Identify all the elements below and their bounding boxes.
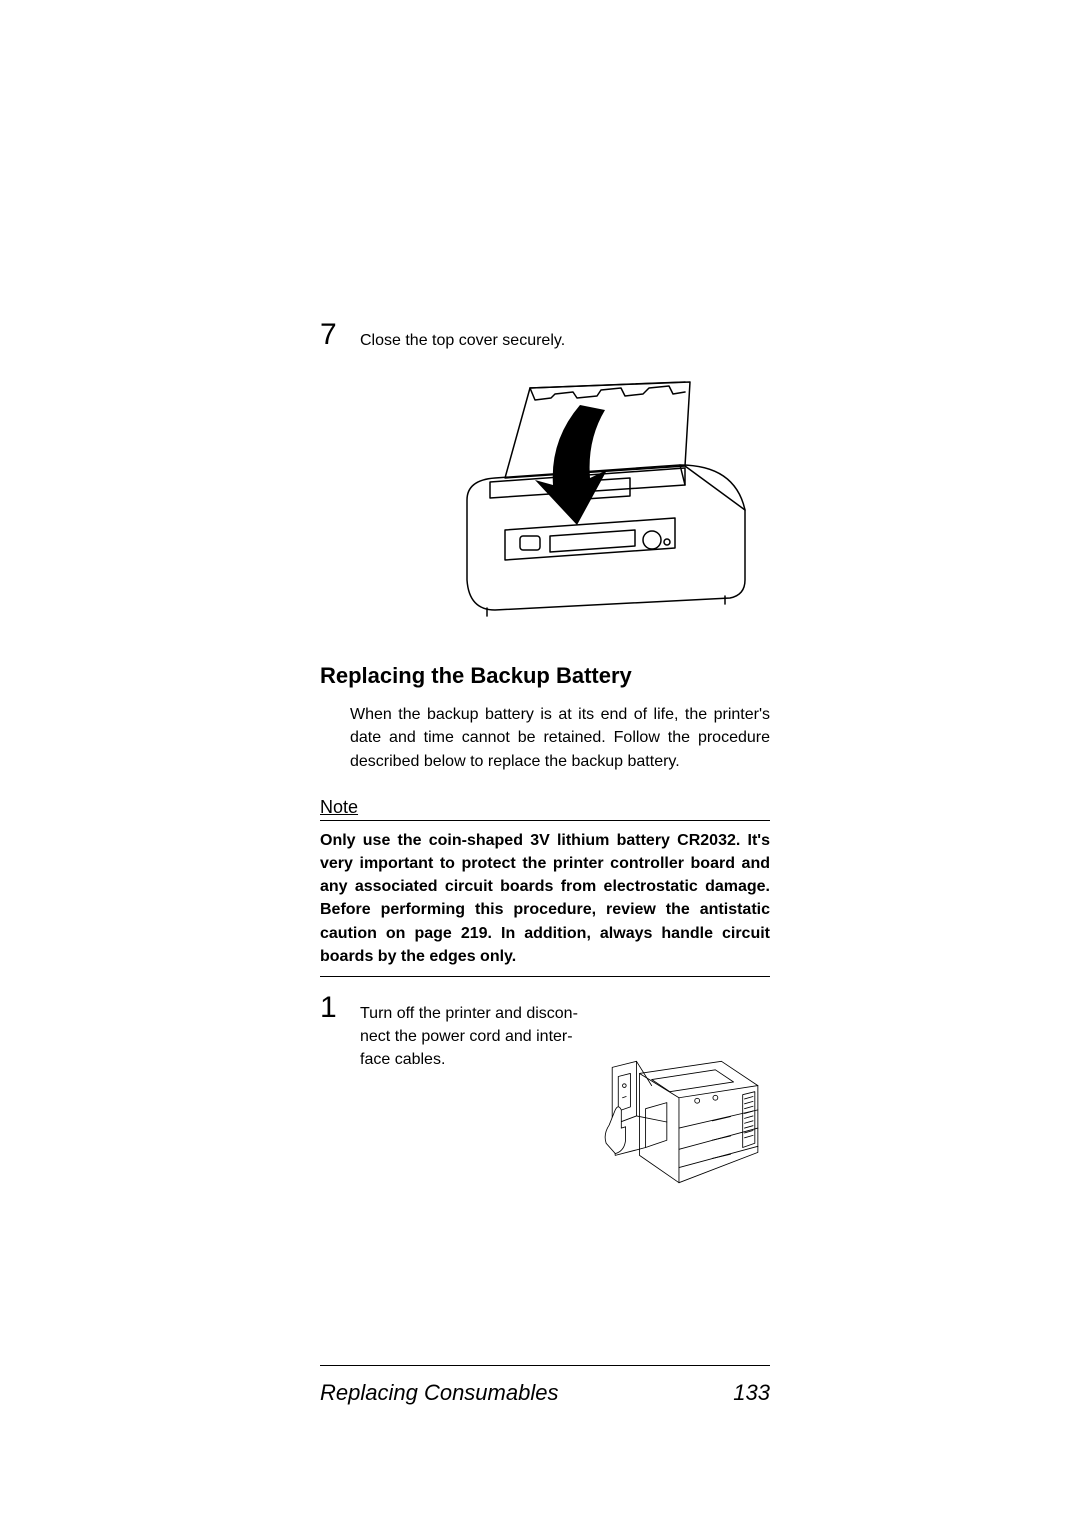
footer-page-number: 133 [733, 1380, 770, 1406]
step-1-number: 1 [320, 993, 346, 1023]
manual-page: 7 Close the top cover securely. [0, 0, 1080, 1528]
footer-section-title: Replacing Consumables [320, 1380, 558, 1406]
page-footer: Replacing Consumables 133 [320, 1365, 770, 1406]
step-7-number: 7 [320, 320, 346, 350]
figure-power-off-disconnect [594, 993, 770, 1248]
note-body: Only use the coin-shaped 3V lithium batt… [320, 829, 770, 968]
step-7-text: Close the top cover securely. [360, 320, 770, 352]
figure-close-top-cover [435, 370, 770, 625]
note-divider-top [320, 820, 770, 821]
step-1: 1 Turn off the printer and discon­nect t… [320, 993, 770, 1248]
step-7: 7 Close the top cover securely. [320, 320, 770, 352]
section-title-replacing-backup-battery: Replacing the Backup Battery [320, 663, 770, 689]
step-1-text: Turn off the printer and discon­nect the… [360, 993, 580, 1072]
note-block: Note Only use the coin-shaped 3V lithium… [320, 797, 770, 977]
note-divider-bottom [320, 976, 770, 977]
note-label: Note [320, 797, 770, 818]
section-intro: When the backup battery is at its end of… [350, 703, 770, 773]
